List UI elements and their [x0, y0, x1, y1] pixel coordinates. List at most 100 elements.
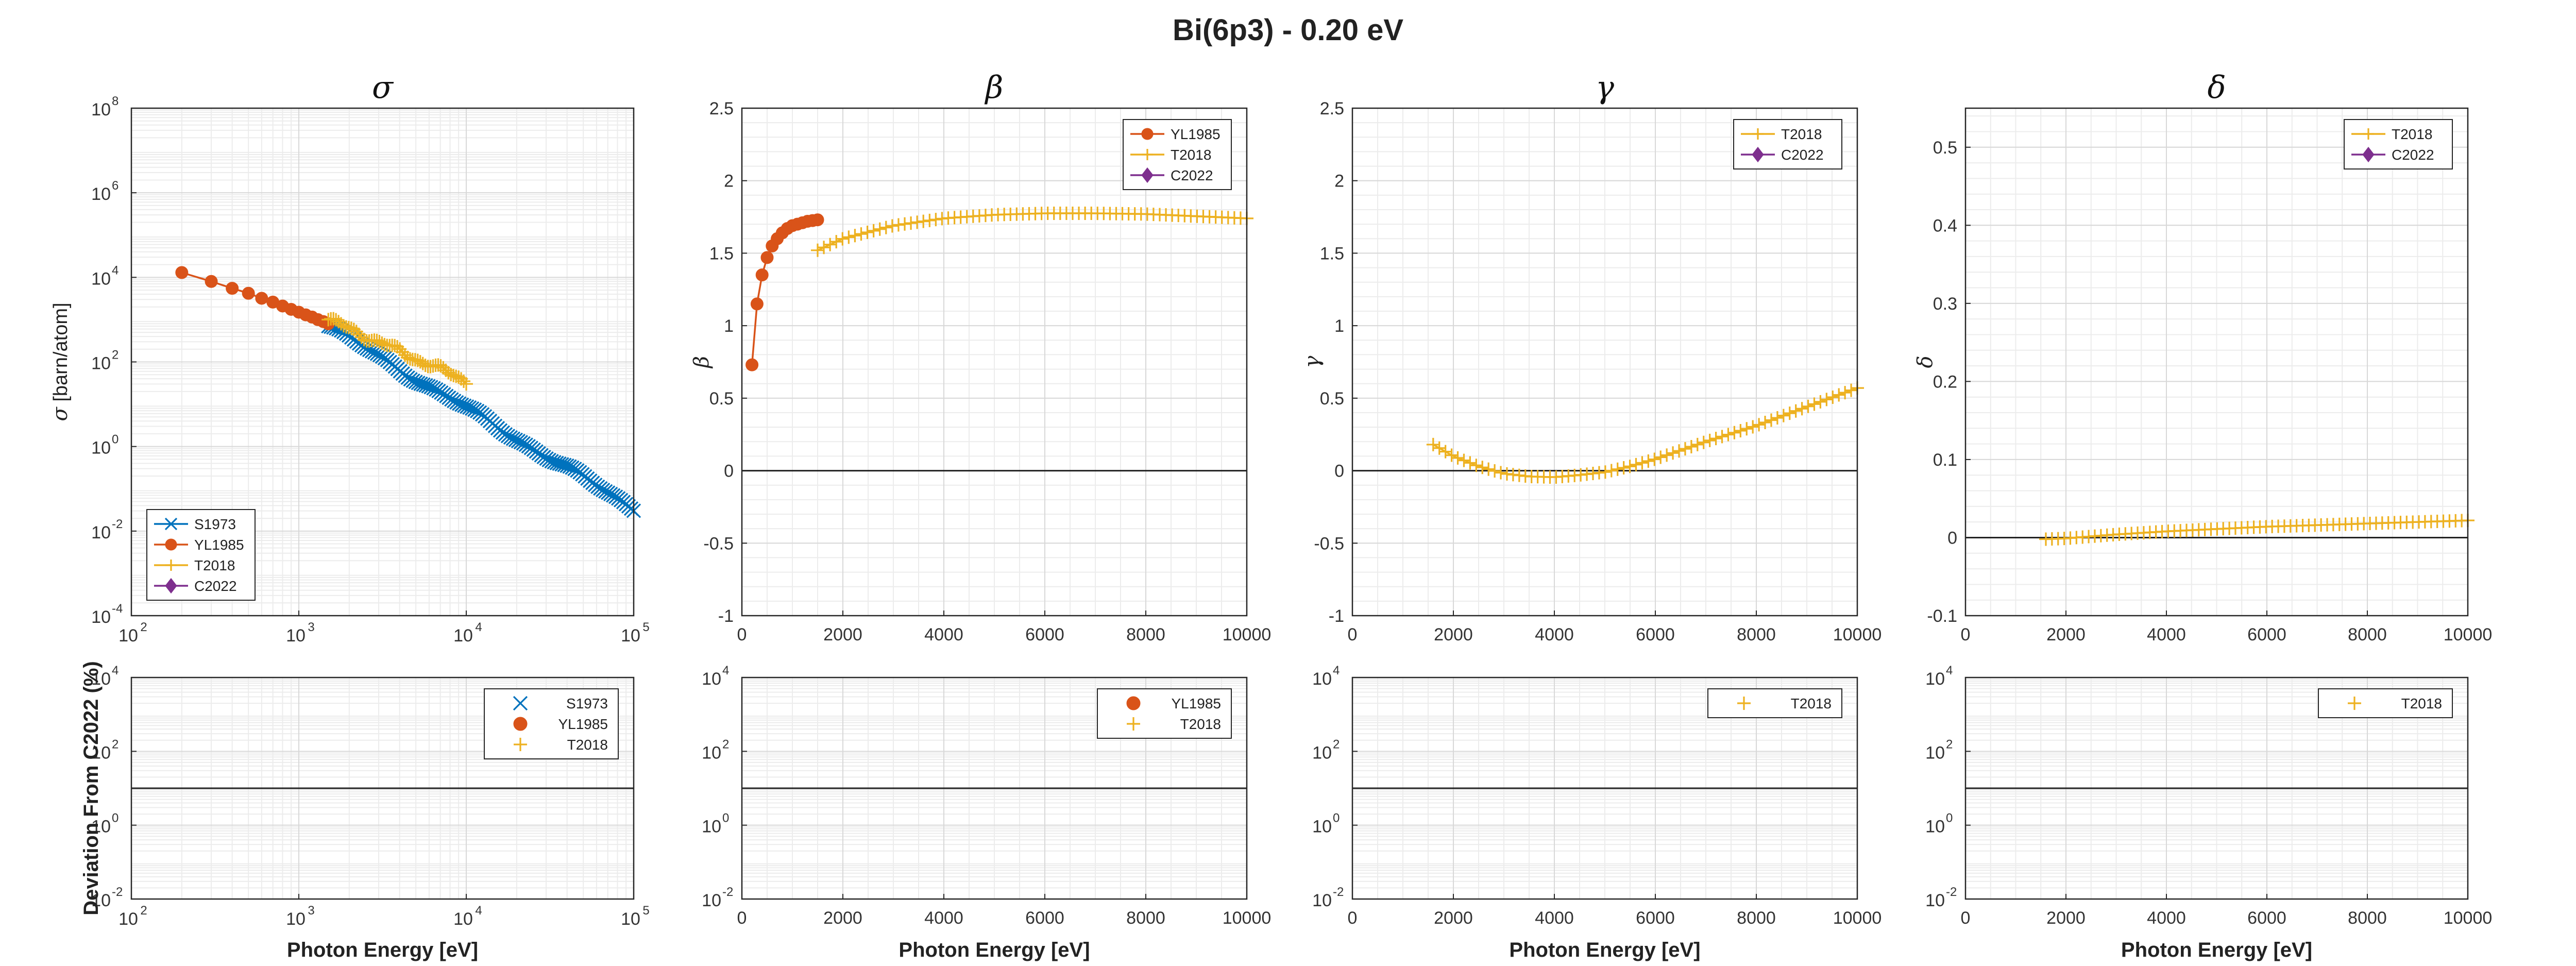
x-tick-label: 2000: [1434, 908, 1473, 928]
series-T2018: [1426, 381, 1864, 484]
legend-item-YL1985: YL1985: [1126, 696, 1221, 711]
y-tick-exponent: -2: [1333, 885, 1344, 899]
axes-frame: [1964, 676, 2469, 900]
y-tick-exponent: 4: [112, 263, 118, 277]
legend-label: S1973: [566, 696, 608, 711]
data-point-T2018: [1709, 432, 1723, 446]
x-tick-label: 2000: [2046, 625, 2086, 645]
y-axis-label-group: δ: [1913, 355, 1937, 368]
data-point-T2018: [1801, 399, 1815, 413]
panel-title: γ: [1596, 70, 1614, 106]
y-tick-label: 10: [1925, 817, 1945, 837]
legend: T2018: [1707, 688, 1842, 718]
legend: T2018: [2318, 688, 2453, 718]
legend-item-T2018: T2018: [1741, 126, 1822, 142]
legend-label: T2018: [1180, 716, 1221, 732]
data-point-T2018: [1715, 430, 1729, 444]
panel-delta: 0 2000 4000 6000 8000 10000-0.100.10.20.30.40…: [1913, 70, 2492, 645]
y-tick-label: 10: [91, 891, 111, 910]
legend-item-T2018: T2018: [1130, 147, 1211, 163]
y-axis-symbol: β: [690, 356, 714, 369]
series-group: [745, 207, 1253, 371]
y-axis-symbol: σ: [48, 406, 72, 421]
legend-item-S1973: S1973: [154, 516, 236, 532]
y-tick-label: 10: [91, 100, 111, 120]
data-point-T2018: [1617, 461, 1631, 474]
y-tick-label: 10: [91, 607, 111, 627]
y-tick-exponent: 2: [1946, 737, 1953, 751]
data-point-T2018: [1641, 454, 1655, 468]
legend-marker: [2348, 697, 2361, 710]
y-tick-label: 0.3: [1933, 294, 1957, 314]
y-axis-label-group: σ [barn/atom]: [48, 302, 72, 421]
y-tick-label: 10: [1925, 669, 1945, 689]
y-axis-label: β: [690, 356, 714, 369]
data-point-T2018: [1648, 452, 1662, 466]
x-tick-exponent: 3: [308, 620, 314, 634]
tick-labels: 0 2000 4000 6000 8000 10000-0.100.10.20.30.40…: [1927, 138, 2492, 645]
legend-marker: [165, 578, 177, 594]
legend-label: C2022: [1171, 167, 1213, 183]
y-tick-label: 10: [1312, 891, 1332, 910]
axes-frame: [130, 676, 635, 900]
legend-marker: [1142, 149, 1153, 160]
y-tick-exponent: 4: [1946, 664, 1953, 677]
data-point-T2018: [1795, 402, 1809, 416]
data-point-T2018: [1457, 453, 1471, 467]
data-point-T2018: [1672, 444, 1686, 458]
y-axis-label: Deviation From C2022 (%): [80, 661, 103, 915]
y-tick-exponent: 2: [112, 348, 118, 362]
data-point-YL1985: [226, 282, 239, 295]
data-point-T2018: [910, 215, 924, 229]
y-tick-label: 0.1: [1933, 450, 1957, 470]
y-tick-label: 2: [1334, 172, 1344, 191]
data-point-S1973: [462, 400, 477, 415]
data-point-T2018: [904, 216, 918, 230]
data-point-T2018: [1832, 388, 1846, 402]
data-point-T2018: [1598, 465, 1612, 479]
legend-marker: [164, 517, 178, 531]
data-point-T2018: [1844, 383, 1858, 397]
legend-marker: [2362, 146, 2375, 163]
legend-box: [1097, 688, 1232, 739]
y-tick-exponent: 4: [722, 664, 729, 677]
y-tick-label: 10: [1312, 817, 1332, 837]
y-tick-label: 2.5: [709, 99, 734, 118]
x-tick-label: 10: [286, 626, 306, 646]
legend-marker: [1126, 696, 1141, 710]
data-point-T2018: [1463, 456, 1477, 470]
y-tick-label: 10: [91, 743, 111, 762]
legend-marker: [2363, 128, 2374, 140]
panel-beta: 0 2000 4000 6000 8000 10000 -1 -0.5 0 0.5 1 1.5 2 2.5…: [690, 70, 1271, 645]
legend-label: C2022: [1781, 147, 1824, 163]
data-point-T2018: [1623, 460, 1637, 473]
y-tick-label: 10: [1312, 669, 1332, 689]
tick-labels: 10 2 10 3 10 4 10 510 -410 -210 010 210 410 610 8: [91, 94, 650, 646]
x-tick-label: 6000: [2247, 625, 2286, 645]
data-point-T2018: [1469, 459, 1483, 472]
x-tick-label: 0: [1961, 625, 1971, 645]
x-tick-label: 8000: [1126, 908, 1165, 928]
data-point-T2018: [1666, 446, 1680, 460]
series-YL1985: [745, 213, 824, 371]
x-tick-label: 4000: [2147, 908, 2186, 928]
legend-item-T2018: T2018: [1737, 696, 1832, 711]
y-tick-label: 10: [1925, 891, 1945, 910]
series-T2018: [811, 207, 1253, 257]
series-T2018: [321, 312, 473, 391]
data-point-S1973: [421, 379, 436, 394]
y-tick-exponent: -2: [112, 885, 123, 899]
data-point-S1973: [454, 397, 469, 412]
data-point-T2018: [1482, 462, 1496, 476]
panel-title: δ: [2207, 70, 2226, 106]
y-tick-exponent: 0: [112, 811, 118, 825]
data-point-S1973: [423, 380, 438, 395]
x-tick-label: 10: [286, 909, 306, 929]
data-point-S1973: [405, 373, 420, 388]
y-tick-exponent: -2: [1946, 885, 1957, 899]
data-point-S1973: [503, 430, 518, 445]
